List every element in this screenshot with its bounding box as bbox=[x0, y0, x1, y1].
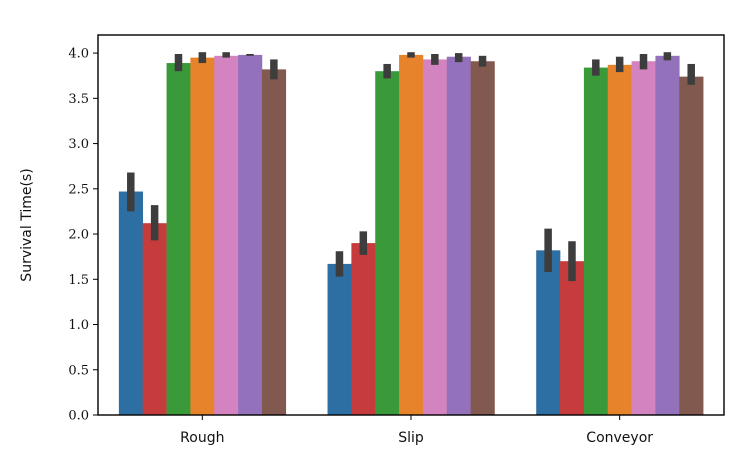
y-axis: 0.0 0.5 1.0 1.5 2.0 2.5 3.0 3.5 4.0 bbox=[68, 47, 98, 424]
y-tick-label: 0.0 bbox=[68, 409, 89, 424]
bar-slip-2 bbox=[351, 243, 376, 415]
bar-conveyor-4 bbox=[607, 64, 632, 415]
y-tick-label: 3.5 bbox=[68, 92, 89, 107]
bar-rough-6 bbox=[238, 54, 263, 416]
x-axis: Rough Slip Conveyor bbox=[180, 415, 653, 446]
bar-rough-7 bbox=[261, 69, 287, 415]
bar-rough-1 bbox=[118, 191, 144, 415]
y-axis-label: Survival Time(s) bbox=[19, 168, 35, 281]
bars-group bbox=[118, 54, 704, 416]
x-tick-label-slip: Slip bbox=[398, 430, 424, 446]
bar-slip-3 bbox=[375, 71, 400, 415]
y-tick-label: 3.0 bbox=[68, 137, 89, 152]
x-tick-label-conveyor: Conveyor bbox=[586, 430, 653, 446]
bar-slip-7 bbox=[470, 61, 495, 415]
y-tick-label: 2.0 bbox=[68, 228, 89, 243]
bar-conveyor-6 bbox=[655, 55, 680, 416]
bar-slip-6 bbox=[446, 56, 471, 415]
error-bars-group bbox=[127, 52, 695, 282]
y-tick-label: 1.5 bbox=[68, 273, 89, 288]
y-tick-label: 2.5 bbox=[68, 182, 89, 197]
bar-conveyor-3 bbox=[583, 67, 609, 416]
bar-rough-4 bbox=[190, 57, 215, 415]
bar-rough-5 bbox=[214, 55, 239, 416]
y-tick-label: 4.0 bbox=[68, 47, 89, 62]
bar-rough-3 bbox=[166, 63, 191, 416]
bar-slip-1 bbox=[327, 263, 352, 415]
y-tick-label: 1.0 bbox=[68, 318, 89, 333]
bar-slip-4 bbox=[399, 54, 424, 416]
bar-conveyor-1 bbox=[536, 250, 561, 415]
bar-conveyor-2 bbox=[560, 261, 585, 415]
x-tick-label-rough: Rough bbox=[180, 430, 224, 446]
y-tick-label: 0.5 bbox=[68, 363, 89, 378]
bar-conveyor-7 bbox=[679, 76, 704, 415]
bar-slip-5 bbox=[422, 59, 448, 416]
bar-rough-2 bbox=[142, 223, 167, 415]
bar-conveyor-5 bbox=[631, 61, 656, 415]
